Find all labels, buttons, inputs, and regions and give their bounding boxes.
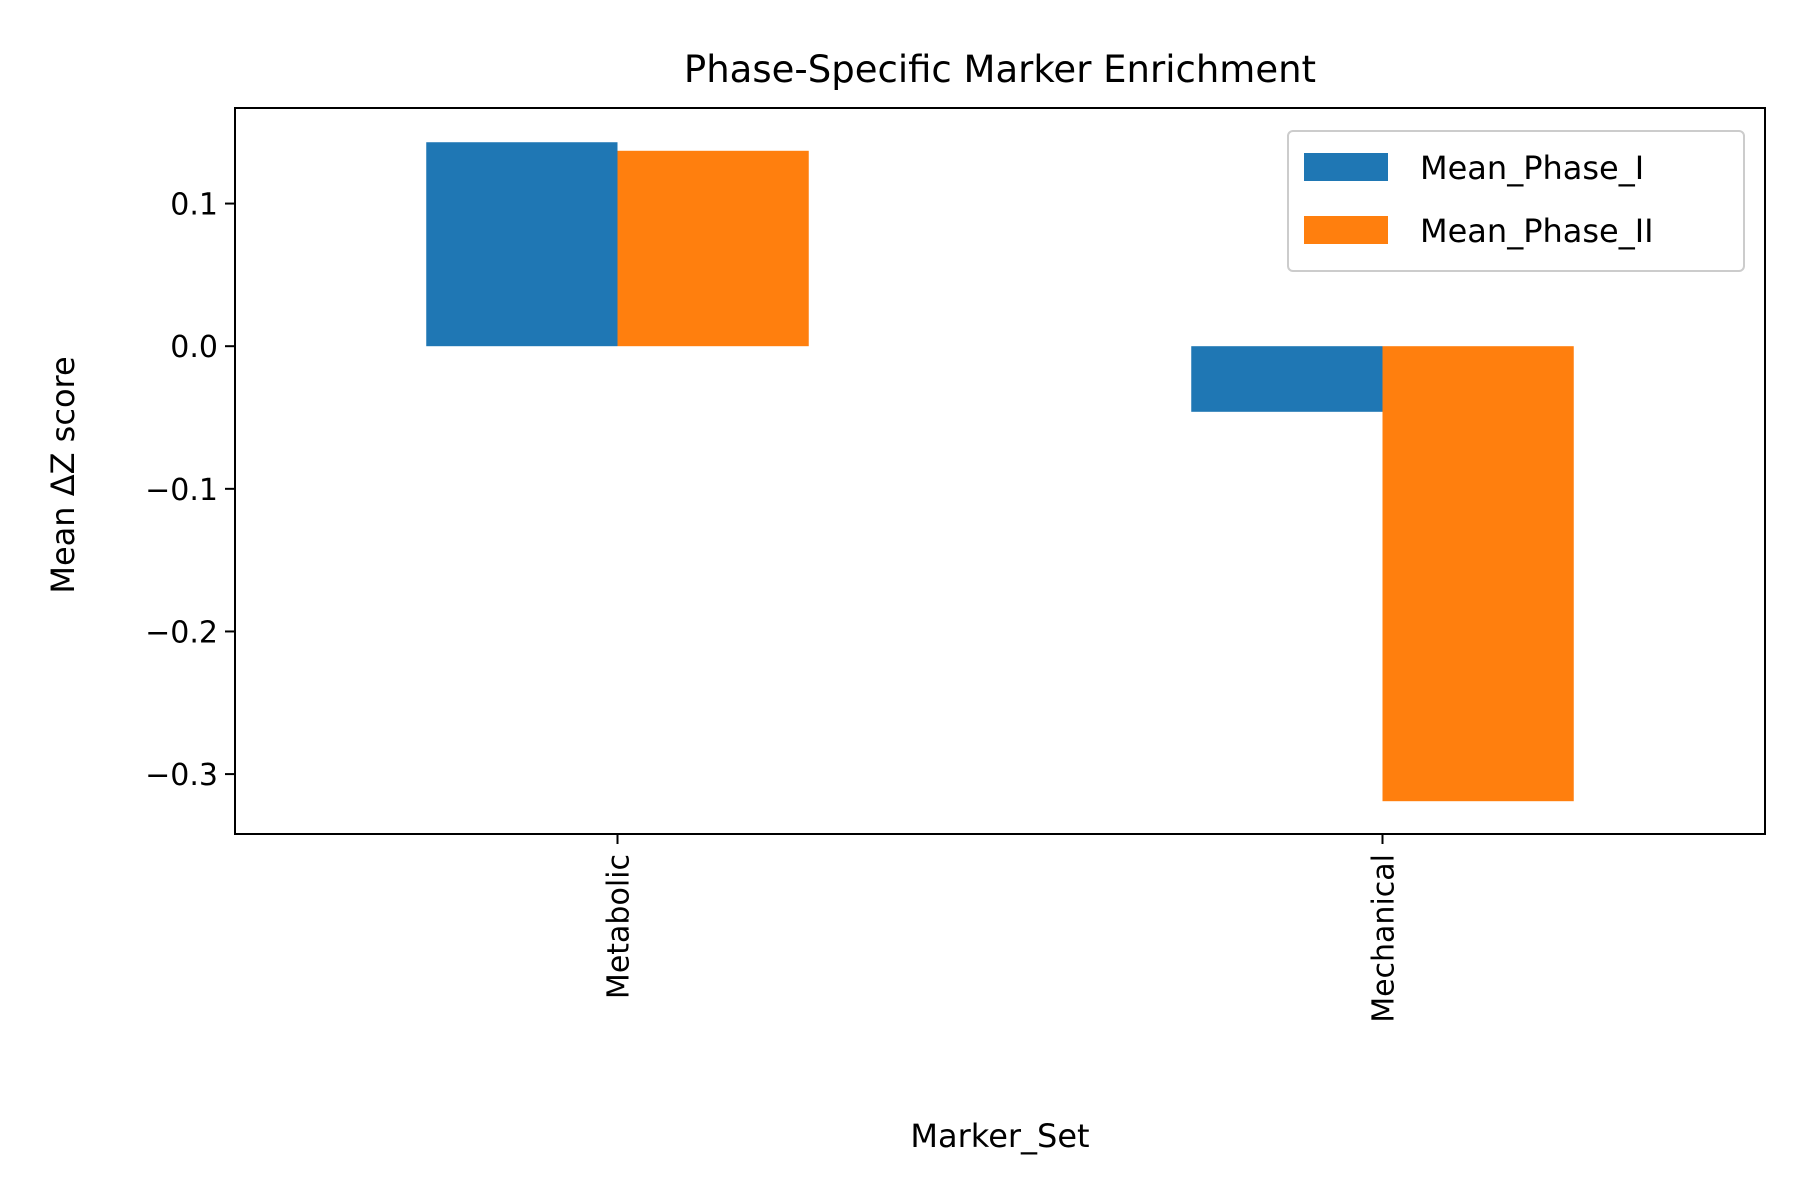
y-tick-label: 0.0 [170,330,218,365]
x-tick-label-metabolic: Metabolic [602,854,637,999]
x-axis: Metabolic Mechanical [602,834,1402,1023]
bar-mean-phase-i-mechanical [1191,346,1383,412]
bar-mean-phase-ii-mechanical [1382,346,1574,802]
legend-frame [1287,130,1745,272]
legend-swatch-mean-phase-i [1304,153,1388,181]
legend-swatch-mean-phase-ii [1304,216,1388,244]
y-tick-label: 0.1 [170,188,218,223]
y-tick-label: −0.1 [145,473,218,508]
y-axis-label: Mean ΔZ score [44,356,82,593]
y-tick-label: −0.3 [145,758,218,793]
bar-mean-phase-ii-metabolic [617,150,809,347]
legend-label-mean-phase-ii: Mean_Phase_II [1420,212,1654,250]
x-tick-label-mechanical: Mechanical [1367,854,1402,1023]
axes-frame [234,107,1766,835]
y-axis: 0.1 0.0 −0.1 −0.2 −0.3 [145,188,235,793]
legend-label-mean-phase-i: Mean_Phase_I [1420,149,1644,187]
x-axis-label: Marker_Set [910,1117,1089,1155]
plot-area [234,107,1766,835]
y-tick-label: −0.2 [145,615,218,650]
legend: Mean_Phase_I Mean_Phase_II [1287,130,1745,272]
bar-mean-phase-i-metabolic [426,142,618,347]
chart-title: Phase-Specific Marker Enrichment [684,48,1316,91]
